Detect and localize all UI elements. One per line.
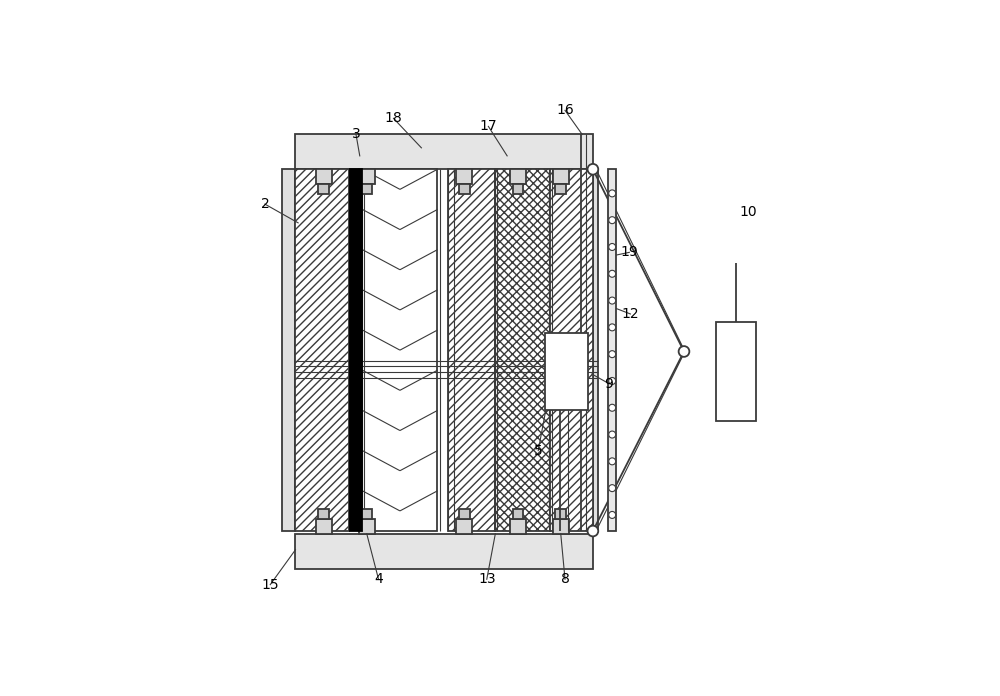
Text: 12: 12 — [622, 307, 639, 321]
Circle shape — [588, 525, 598, 537]
Text: 13: 13 — [478, 572, 496, 586]
Text: 3: 3 — [352, 127, 360, 141]
Text: 4: 4 — [374, 572, 383, 586]
Bar — [459, 509, 470, 519]
Circle shape — [609, 458, 616, 465]
Text: 10: 10 — [739, 205, 757, 219]
Bar — [510, 169, 526, 184]
Bar — [545, 333, 588, 411]
Circle shape — [609, 297, 616, 304]
Bar — [295, 169, 349, 531]
Bar — [359, 169, 375, 184]
Bar — [510, 519, 526, 534]
Circle shape — [679, 346, 689, 357]
Bar — [550, 169, 593, 531]
Circle shape — [609, 484, 616, 491]
Bar — [608, 169, 616, 531]
Circle shape — [609, 377, 616, 384]
Circle shape — [609, 244, 616, 251]
Circle shape — [609, 270, 616, 277]
Bar — [361, 509, 372, 519]
Text: 18: 18 — [385, 111, 402, 125]
Bar — [318, 184, 329, 194]
Bar — [359, 519, 375, 534]
Bar — [448, 169, 495, 531]
Bar — [362, 169, 437, 531]
Bar — [316, 169, 332, 184]
Text: 19: 19 — [620, 245, 638, 260]
Circle shape — [609, 431, 616, 438]
Text: 5: 5 — [534, 443, 543, 458]
Bar — [318, 509, 329, 519]
Bar — [555, 184, 566, 194]
Bar — [282, 169, 295, 531]
Circle shape — [588, 164, 598, 175]
Bar — [553, 169, 569, 184]
Circle shape — [609, 512, 616, 519]
Bar — [295, 134, 593, 169]
Circle shape — [609, 190, 616, 197]
Bar — [553, 519, 569, 534]
Text: 16: 16 — [556, 103, 574, 118]
Bar — [512, 509, 523, 519]
Circle shape — [609, 351, 616, 358]
Bar — [495, 169, 550, 531]
Bar — [456, 519, 472, 534]
Text: 15: 15 — [261, 578, 279, 592]
Text: 8: 8 — [561, 572, 569, 586]
Text: 17: 17 — [480, 120, 497, 134]
Circle shape — [609, 216, 616, 223]
Bar — [361, 184, 372, 194]
Circle shape — [609, 404, 616, 411]
Circle shape — [609, 324, 616, 331]
Bar — [350, 169, 362, 531]
Bar — [555, 509, 566, 519]
Text: 9: 9 — [605, 377, 613, 390]
Bar — [459, 184, 470, 194]
Bar — [316, 519, 332, 534]
Bar — [512, 184, 523, 194]
Bar — [295, 534, 593, 569]
Bar — [456, 169, 472, 184]
Text: 2: 2 — [261, 197, 269, 211]
Bar — [593, 169, 598, 531]
Bar — [716, 322, 756, 421]
